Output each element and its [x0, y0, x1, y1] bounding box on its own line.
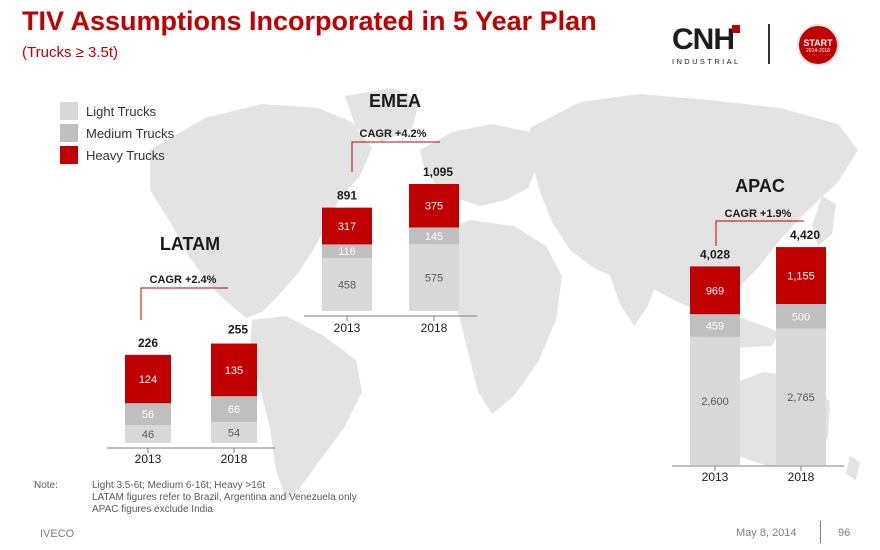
apac-bar-2013-light — [690, 336, 740, 465]
page-title: TIV Assumptions Incorporated in 5 Year P… — [22, 6, 597, 36]
latam-label-2013-heavy: 124 — [139, 374, 157, 386]
emea-year-2018: 2018 — [421, 321, 448, 335]
latam-total-2018: 255 — [228, 323, 248, 337]
note-label: Note: — [34, 480, 58, 491]
note-line-2: LATAM figures refer to Brazil, Argentina… — [92, 492, 357, 503]
legend-label-light: Light Trucks — [86, 103, 157, 119]
apac-label-2013-light: 2,600 — [701, 396, 729, 408]
logo-divider — [768, 24, 770, 64]
latam-bar-2013-heavy — [125, 354, 171, 404]
latam-total-2013: 226 — [138, 336, 158, 350]
latam-label-2013-light: 46 — [142, 429, 154, 441]
emea-bar-2018-heavy — [409, 183, 459, 228]
apac-total-2013: 4,028 — [700, 247, 730, 261]
legend: Light Trucks Medium Trucks Heavy Trucks — [60, 100, 174, 166]
latam-cagr-bracket — [140, 287, 228, 320]
apac-label-2013-medium: 459 — [706, 321, 724, 333]
apac-year-2018: 2018 — [788, 470, 815, 484]
latam-label-2018-medium: 66 — [228, 404, 240, 416]
note-line-3: APAC figures exclude India — [92, 504, 213, 515]
latam-year-2018: 2018 — [221, 452, 248, 466]
apac-cagr-label: CAGR +1.9% — [725, 208, 792, 220]
map-north-america — [150, 104, 372, 318]
emea-label-2018-medium: 145 — [425, 231, 443, 243]
map-japan — [812, 196, 836, 246]
emea-bar-2013-heavy — [322, 207, 372, 245]
emea-label-2018-light: 575 — [425, 273, 443, 285]
emea-label-2013-light: 458 — [338, 279, 356, 291]
apac-label-2013-heavy: 969 — [706, 285, 724, 297]
map-africa — [428, 220, 562, 414]
map-new-zealand — [846, 456, 860, 480]
emea-label-2013-medium: 116 — [338, 246, 356, 258]
emea-title: EMEA — [369, 91, 421, 111]
footer-separator — [820, 521, 821, 543]
page-subtitle: (Trucks ≥ 3.5t) — [22, 44, 119, 61]
latam-bar-2013-light — [125, 425, 171, 443]
emea-bar-2013-light — [322, 257, 372, 311]
legend-swatch-medium — [60, 124, 78, 142]
legend-item-heavy: Heavy Trucks — [60, 144, 174, 166]
footer-date: May 8, 2014 — [736, 527, 797, 539]
latam-cagr-label: CAGR +2.4% — [150, 274, 217, 286]
emea-total-2013: 891 — [337, 189, 357, 203]
badge-line2: 2014-2018 — [806, 48, 830, 54]
logo-sub: INDUSTRIAL — [672, 57, 741, 66]
legend-item-medium: Medium Trucks — [60, 122, 174, 144]
note-lines: Light 3.5-6t; Medium 6-16t; Heavy >16t L… — [92, 480, 357, 516]
legend-label-heavy: Heavy Trucks — [86, 147, 165, 163]
apac-title: APAC — [735, 176, 785, 196]
map-india — [610, 246, 660, 326]
footer-company: IVECO — [40, 528, 75, 540]
start-badge-icon: START 2014-2018 — [797, 24, 839, 66]
badge-line1: START — [803, 38, 833, 48]
apac-label-2018-light: 2,765 — [787, 392, 815, 404]
logo-dot — [732, 25, 740, 33]
legend-label-medium: Medium Trucks — [86, 125, 175, 141]
emea-bar-2018-light — [409, 244, 459, 311]
note-line-1: Light 3.5-6t; Medium 6-16t; Heavy >16t — [92, 480, 266, 491]
latam-year-2013: 2013 — [135, 452, 162, 466]
apac-bar-2018-heavy — [776, 247, 826, 305]
emea-bar-2018-medium — [409, 227, 459, 245]
latam-bar-2018-medium — [211, 396, 257, 422]
footer-page-number: 96 — [838, 527, 851, 539]
legend-swatch-heavy — [60, 146, 78, 164]
latam-label-2013-medium: 56 — [142, 409, 154, 421]
latam-title: LATAM — [160, 234, 220, 254]
apac-cagr-bracket — [715, 220, 804, 246]
apac-label-2018-medium: 500 — [792, 311, 810, 323]
apac-total-2018: 4,420 — [790, 228, 820, 242]
latam-label-2018-light: 54 — [228, 427, 240, 439]
map-south-america — [250, 316, 362, 500]
legend-swatch-light — [60, 102, 78, 120]
latam-label-2018-heavy: 135 — [225, 365, 243, 377]
apac-bar-2018-medium — [776, 304, 826, 329]
emea-label-2018-heavy: 375 — [425, 201, 443, 213]
emea-cagr-label: CAGR +4.2% — [360, 128, 427, 140]
emea-cagr-bracket — [351, 141, 440, 172]
logo-word: CNH — [672, 23, 735, 56]
latam-bar-2013-medium — [125, 403, 171, 426]
emea-bar-2013-medium — [322, 244, 372, 258]
cnh-logo-icon: CNH INDUSTRIAL — [672, 24, 754, 68]
map-greenland — [345, 88, 420, 142]
apac-bar-2013-heavy — [690, 266, 740, 315]
apac-label-2018-heavy: 1,155 — [787, 271, 815, 283]
apac-bar-2013-medium — [690, 314, 740, 337]
latam-bar-2018-light — [211, 421, 257, 443]
emea-total-2018: 1,095 — [423, 165, 453, 179]
apac-bar-2018-light — [776, 328, 826, 465]
legend-item-light: Light Trucks — [60, 100, 174, 122]
latam-bar-2018-heavy — [211, 343, 257, 397]
emea-year-2013: 2013 — [334, 321, 361, 335]
emea-label-2013-heavy: 317 — [338, 221, 356, 233]
apac-year-2013: 2013 — [702, 470, 729, 484]
